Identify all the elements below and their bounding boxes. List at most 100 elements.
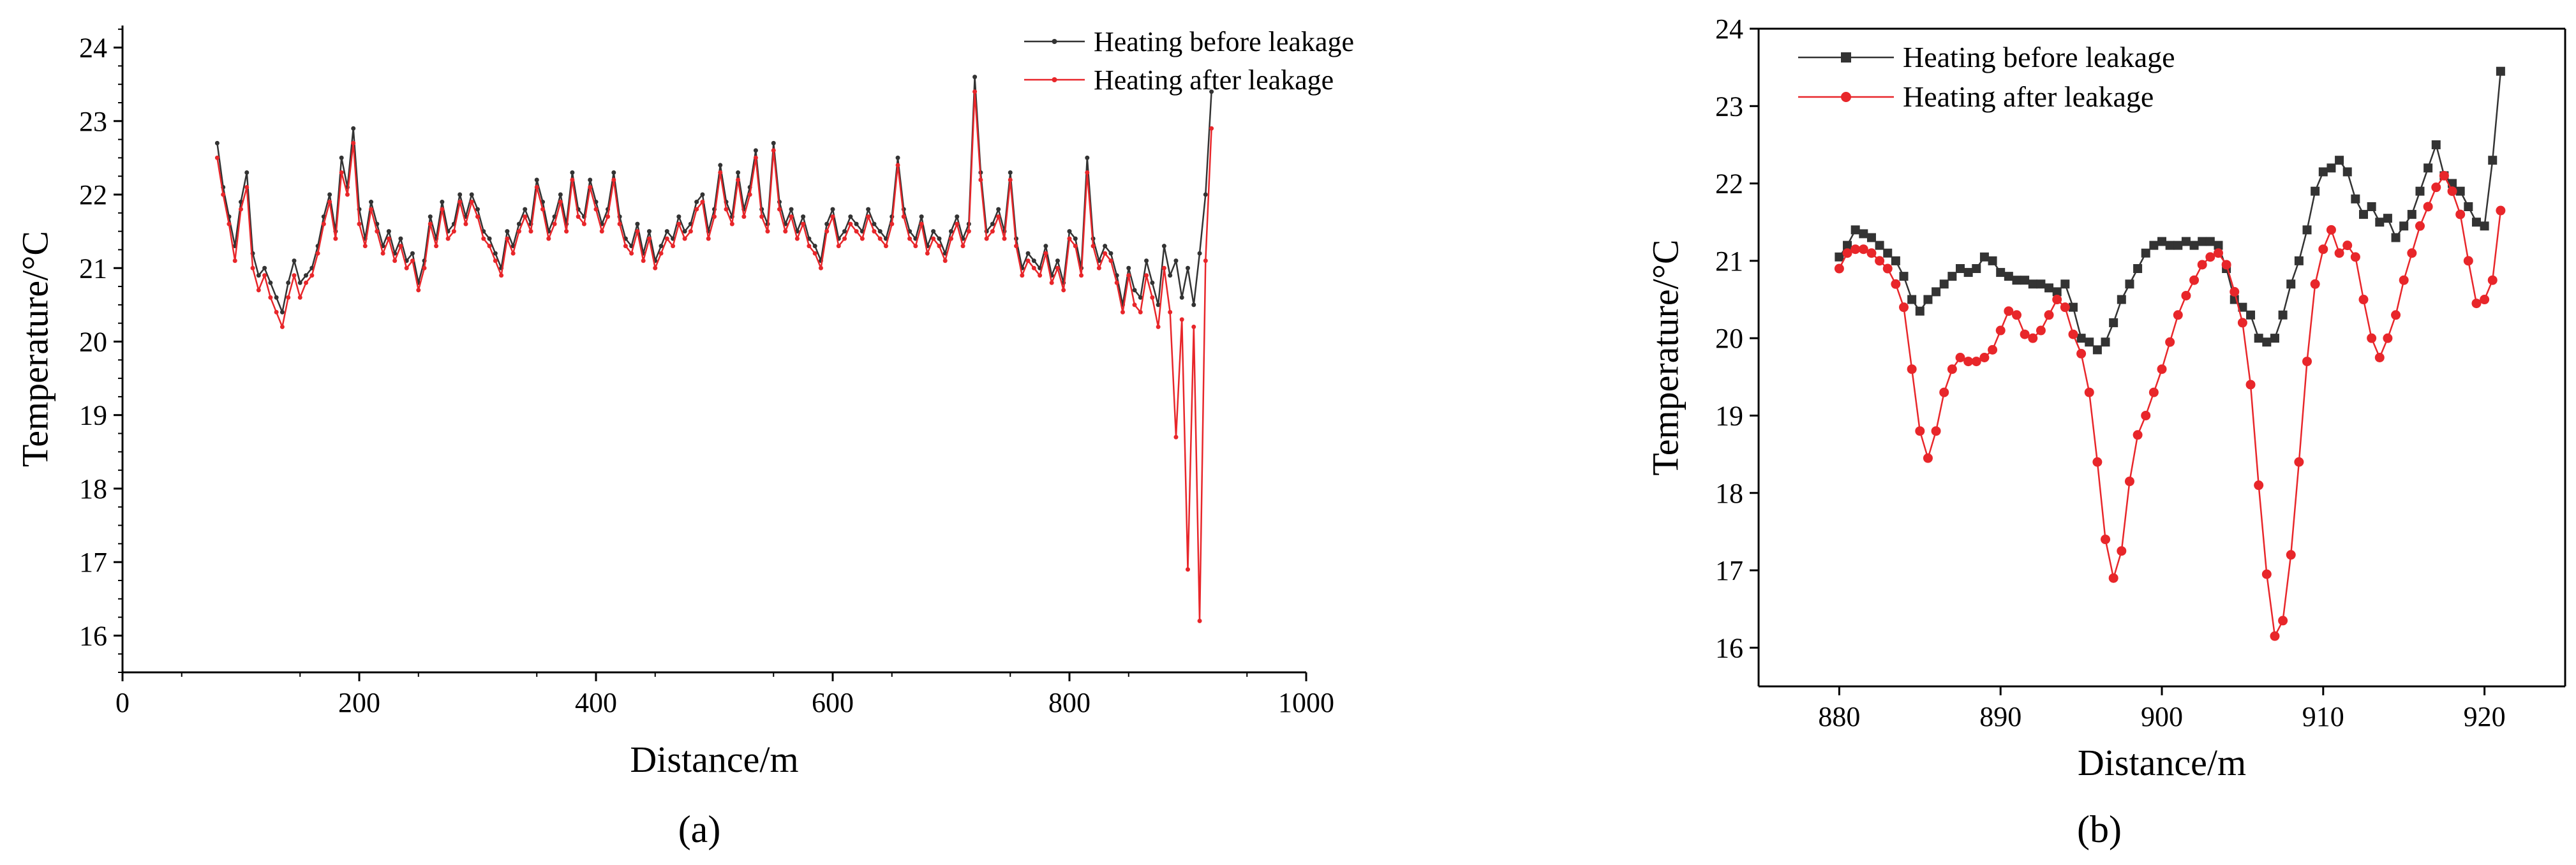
panel-a-series-2-point xyxy=(345,192,350,197)
panel-b-series-1-point xyxy=(1850,225,1860,235)
panel-a-series-2-point xyxy=(818,265,823,270)
panel-b-series-1-point xyxy=(2423,163,2433,173)
panel-a-series-2-point xyxy=(362,244,368,249)
panel-a-series-2-point xyxy=(440,207,445,212)
panel-b-y-tick-label: 18 xyxy=(1715,478,1743,509)
panel-b-series-1-point xyxy=(2052,287,2062,297)
panel-b-axes: 16 17 18 19 20 21 22 23 24 880 890 900 910 920 xyxy=(1715,13,2566,732)
panel-b-series-2-point xyxy=(1858,244,1868,255)
panel-b-series-2-point xyxy=(2342,240,2353,251)
panel-a-series-1-point xyxy=(339,155,344,160)
panel-b-series-2-point xyxy=(2052,295,2062,305)
panel-b-series-2-point xyxy=(2068,329,2078,339)
panel-a-series-2-point xyxy=(392,258,398,263)
panel-a-series-2-point xyxy=(428,221,433,226)
panel-a-series-1-point xyxy=(1138,295,1143,300)
panel-a-series-2-point xyxy=(1008,177,1013,182)
panel-b-legend-marker-2 xyxy=(1841,92,1851,102)
panel-b-series-2-point xyxy=(2245,380,2256,390)
panel-b-series-2-point xyxy=(2036,325,2046,336)
panel-b-series-1-point xyxy=(2141,248,2150,258)
panel-a-series-1-point xyxy=(664,229,669,234)
panel-a-legend-label-1: Heating before leakage xyxy=(1094,26,1354,57)
panel-a-series-1-point xyxy=(931,229,936,234)
panel-a-series-1-point xyxy=(990,221,995,226)
panel-b-series-1-point xyxy=(2165,240,2175,250)
panel-b-series-1-point xyxy=(1923,295,1933,304)
panel-a-series-2-point xyxy=(830,214,835,219)
panel-a-series-1-point xyxy=(1008,170,1013,175)
panel-b-series-2-point xyxy=(2181,290,2191,300)
panel-a-series-2-point xyxy=(1132,302,1137,307)
panel-a-series-1-point xyxy=(866,207,871,212)
panel-b-series-2-point xyxy=(2294,457,2304,467)
panel-a-series-2-point xyxy=(984,236,989,241)
panel-a-y-tick-label: 16 xyxy=(79,620,107,651)
panel-b-series-2-point xyxy=(2092,457,2103,467)
panel-a-series-1-point xyxy=(1156,302,1161,307)
panel-a-series-1-point xyxy=(1031,258,1036,263)
panel-a-series-2-point xyxy=(996,214,1001,219)
panel-a-series-2-point xyxy=(239,207,243,212)
panel-a-series-1-point xyxy=(292,258,297,263)
panel-b-series-2-point xyxy=(2020,329,2030,339)
panel-b-series-2-point xyxy=(2455,209,2466,219)
panel-a-series-2-point xyxy=(1085,170,1090,175)
panel-b-series-2-point xyxy=(2391,310,2401,320)
panel-a-series-2-point xyxy=(872,229,877,234)
panel-b-series-1-point xyxy=(1875,240,1884,250)
panel-a-series-1-point xyxy=(1179,295,1184,300)
panel-b-series-1-point xyxy=(2020,276,2030,285)
panel-a-series-1-point xyxy=(877,229,882,234)
panel-a-series-2-point xyxy=(1120,309,1125,314)
panel-a-series-2-point xyxy=(588,185,593,189)
panel-a-series-2-point xyxy=(321,221,326,226)
panel-a-series-2-point xyxy=(1002,236,1007,241)
panel-b-series-2-point xyxy=(1891,279,1901,289)
panel-a-y-tick-label: 21 xyxy=(79,253,107,284)
panel-a-series-1-point xyxy=(1203,192,1208,197)
panel-a-series-1-point xyxy=(304,273,309,278)
panel-b-series-1-point xyxy=(2375,218,2385,227)
panel-a-series-2-point xyxy=(1020,273,1025,278)
panel-b-series-2-point xyxy=(2165,337,2175,347)
panel-a-series-1-point xyxy=(1150,280,1155,285)
panel-b-series-2-point xyxy=(1882,263,1893,274)
panel-b-series-1-point xyxy=(2198,237,2207,246)
panel-b-y-tick-label: 16 xyxy=(1715,632,1743,663)
panel-b-series-2-point xyxy=(2157,364,2167,374)
panel-b-series-1-point xyxy=(2471,218,2481,227)
panel-a-series-2-point xyxy=(351,140,356,145)
panel-a-series-2-point xyxy=(712,214,717,219)
panel-a-series-2-point xyxy=(694,207,699,212)
panel-b-series-2-point xyxy=(2350,252,2360,262)
panel-b-series-1-point xyxy=(1915,306,1925,316)
panel-a-series-2-point xyxy=(1079,273,1084,278)
panel-a-series-2-point xyxy=(1156,324,1161,329)
panel-a-series-2-point xyxy=(646,236,651,241)
panel-a-series-2-point xyxy=(244,185,249,189)
panel-b-series-2-point xyxy=(2302,357,2312,367)
panel-a-series-2-point xyxy=(611,177,616,182)
panel-a-series-2-point xyxy=(1168,309,1173,314)
panel-a-series-2-point xyxy=(404,265,409,270)
panel-b-series-2-point xyxy=(2318,244,2328,255)
panel-a-series-1-point xyxy=(1126,265,1131,270)
panel-b-series-1-point xyxy=(2496,66,2505,76)
panel-b-series-2-point xyxy=(2205,252,2215,262)
panel-a-series-2-point xyxy=(794,236,800,241)
panel-b-series-2-point xyxy=(2334,248,2344,258)
panel-a-series-2-point xyxy=(505,236,510,241)
panel-b-series-2-point xyxy=(1988,344,1998,355)
panel-a-series-1-point xyxy=(262,265,267,270)
panel-a-series-2-point xyxy=(919,221,924,226)
panel-b-series-1-point xyxy=(2359,210,2368,219)
panel-b-x-tick-label: 880 xyxy=(1818,701,1860,732)
panel-b-series-1-point xyxy=(1907,295,1917,304)
panel-a-series-2-point xyxy=(866,214,871,219)
panel-a-series-2-point xyxy=(1191,324,1196,329)
panel-a-series-1-point xyxy=(1168,273,1173,278)
panel-b-series-2-point xyxy=(2480,295,2490,305)
panel-a-series-1-point xyxy=(1067,229,1072,234)
